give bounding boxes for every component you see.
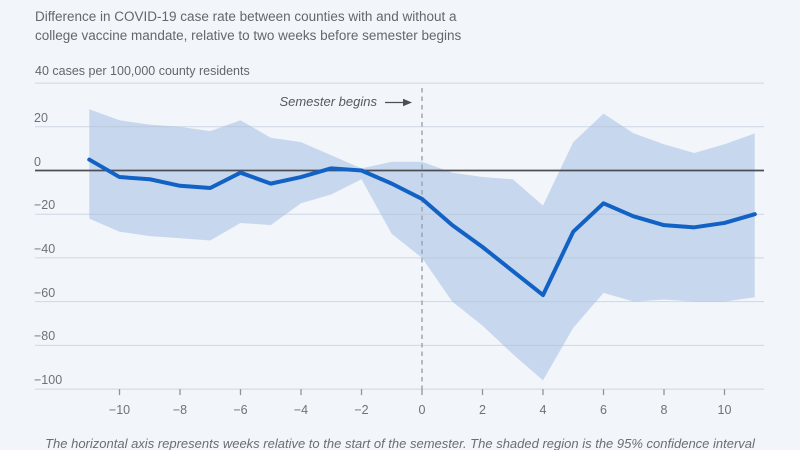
semester-begins-annotation: Semester begins <box>279 94 377 109</box>
x-tick-label-0: 0 <box>418 403 426 417</box>
y-tick-label--20: −20 <box>34 198 56 213</box>
y-tick-label--80: −80 <box>34 329 56 344</box>
x-tick-label-8: 8 <box>660 403 668 417</box>
semester-begins-arrowhead <box>403 98 412 107</box>
x-tick-label-4: 4 <box>539 403 547 417</box>
x-tick-label-2: 2 <box>479 403 486 417</box>
y-tick-label-0: 0 <box>34 154 41 169</box>
chart-title-line2: college vaccine mandate, relative to two… <box>35 28 462 43</box>
x-tick-label-6: 6 <box>600 403 607 417</box>
x-tick-label--4: −4 <box>293 403 309 417</box>
x-tick-label--2: −2 <box>354 403 369 417</box>
case-rate-difference-line <box>87 157 757 298</box>
x-tick-label--8: −8 <box>172 403 188 417</box>
y-tick-label--60: −60 <box>34 285 56 300</box>
y-tick-label--40: −40 <box>34 241 56 256</box>
chart-caption: The horizontal axis represents weeks rel… <box>45 436 755 450</box>
x-tick-label--6: −6 <box>233 403 248 417</box>
chart-title-line1: Difference in COVID-19 case rate between… <box>35 9 457 24</box>
y-axis-unit-label: 40 cases per 100,000 county residents <box>35 64 250 78</box>
x-tick-label--10: −10 <box>108 403 131 417</box>
chart-title: Difference in COVID-19 case rate between… <box>35 7 461 45</box>
x-tick-label-10: 10 <box>717 403 732 417</box>
y-tick-label--100: −100 <box>34 373 63 388</box>
y-tick-label-20: 20 <box>34 110 48 125</box>
